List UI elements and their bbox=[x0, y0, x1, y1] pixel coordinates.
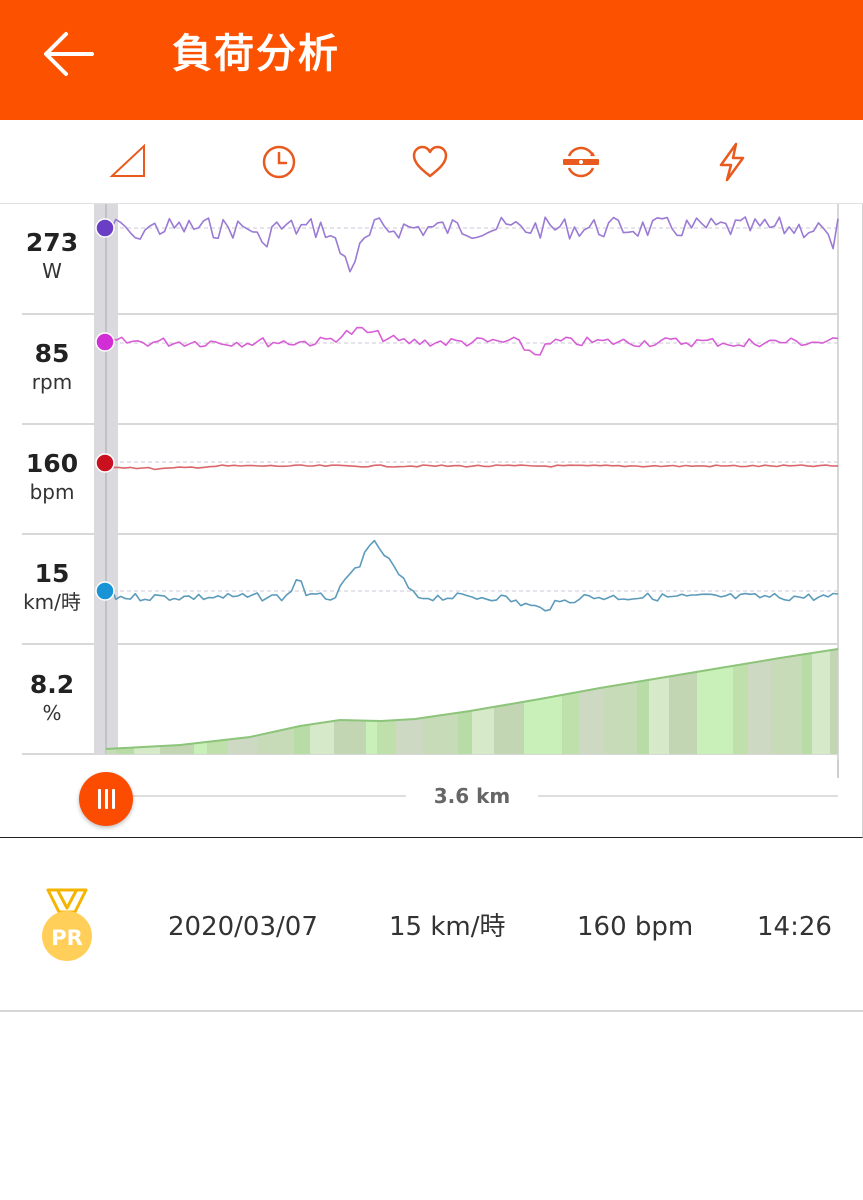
grade-band bbox=[771, 654, 802, 754]
grade-band bbox=[458, 710, 472, 754]
grade-band bbox=[396, 717, 423, 754]
grade-value: 8.2 bbox=[29, 670, 75, 699]
effort-heart-rate: 160 bpm bbox=[577, 912, 694, 942]
page-title: 負荷分析 bbox=[172, 31, 340, 77]
pr-badge-text: PR bbox=[51, 926, 83, 950]
grip-line bbox=[97, 789, 101, 809]
cadence-readout: 85 rpm bbox=[0, 339, 104, 395]
heart-rate-unit: bpm bbox=[29, 480, 75, 504]
grade-band bbox=[472, 706, 494, 754]
app-bar: 負荷分析 bbox=[0, 0, 863, 120]
grade-band bbox=[697, 665, 733, 754]
heart-rate-readout: 160 bpm bbox=[0, 449, 104, 505]
grade-band bbox=[377, 720, 396, 754]
grade-line bbox=[105, 648, 839, 750]
speed-value: 15 bbox=[34, 559, 70, 588]
cadence-marker bbox=[95, 332, 115, 352]
lightning-icon bbox=[719, 142, 745, 182]
pr-medal-icon: PR bbox=[36, 888, 98, 962]
arrow-left-icon bbox=[44, 32, 94, 76]
power-unit: W bbox=[42, 259, 62, 283]
grade-band bbox=[366, 720, 377, 754]
grade-band bbox=[604, 681, 637, 754]
power-readout: 273 W bbox=[0, 228, 104, 284]
metric-tab-bar bbox=[0, 120, 863, 204]
grade-band bbox=[207, 739, 228, 754]
chart-canvas[interactable] bbox=[0, 204, 862, 837]
grade-band bbox=[310, 720, 334, 754]
grade-readout: 8.2 % bbox=[0, 670, 104, 726]
grade-band bbox=[637, 679, 649, 754]
power-line bbox=[105, 216, 839, 273]
tab-elevation[interactable] bbox=[98, 134, 158, 190]
grade-band bbox=[334, 720, 366, 754]
grade-band bbox=[669, 671, 697, 754]
power-value: 273 bbox=[25, 228, 79, 257]
effort-list-item[interactable]: PR 2020/03/07 15 km/時 160 bpm 14:26 bbox=[0, 840, 863, 1012]
tab-heart-rate[interactable] bbox=[400, 134, 460, 190]
tab-power[interactable] bbox=[702, 134, 762, 190]
tab-cadence[interactable] bbox=[551, 134, 611, 190]
effort-speed: 15 km/時 bbox=[389, 912, 506, 942]
heart-rate-value: 160 bbox=[25, 449, 79, 478]
effort-time: 14:26 bbox=[757, 912, 832, 942]
cadence-value: 85 bbox=[34, 339, 70, 368]
grade-band bbox=[802, 653, 812, 754]
grade-band bbox=[733, 663, 748, 754]
distance-label: 3.6 km bbox=[410, 782, 534, 810]
grade-band bbox=[748, 659, 771, 754]
load-analysis-chart[interactable]: 273 W 85 rpm 160 bpm 15 km/時 8.2 % bbox=[0, 204, 863, 838]
tab-time[interactable] bbox=[249, 134, 309, 190]
grade-band bbox=[649, 676, 669, 754]
speed-marker bbox=[95, 581, 115, 601]
grade-band bbox=[562, 691, 579, 754]
grip-line bbox=[104, 789, 108, 809]
cadence-unit: rpm bbox=[31, 370, 73, 394]
power-marker bbox=[95, 218, 115, 238]
grade-band bbox=[812, 650, 830, 754]
cadence-line bbox=[105, 326, 839, 356]
effort-date: 2020/03/07 bbox=[168, 912, 318, 942]
speed-line bbox=[105, 539, 839, 612]
grade-band bbox=[579, 687, 604, 754]
grade-band bbox=[228, 735, 257, 754]
crank-icon bbox=[563, 146, 599, 178]
triangle-icon bbox=[109, 143, 145, 177]
heart-rate-marker bbox=[95, 453, 115, 473]
clock-icon bbox=[262, 145, 296, 179]
grade-band bbox=[423, 712, 458, 754]
grade-band bbox=[294, 724, 310, 754]
heart-rate-line bbox=[105, 464, 839, 471]
grade-band bbox=[194, 741, 207, 754]
grade-band bbox=[494, 701, 524, 754]
speed-readout: 15 km/時 bbox=[0, 559, 104, 615]
back-button[interactable] bbox=[30, 22, 106, 86]
heart-icon bbox=[412, 145, 448, 178]
grade-unit: % bbox=[42, 701, 62, 725]
grade-band bbox=[524, 694, 562, 754]
speed-unit: km/時 bbox=[23, 590, 81, 614]
grade-band bbox=[830, 649, 838, 754]
scrubber-handle[interactable] bbox=[79, 772, 133, 826]
grip-line bbox=[111, 789, 115, 809]
